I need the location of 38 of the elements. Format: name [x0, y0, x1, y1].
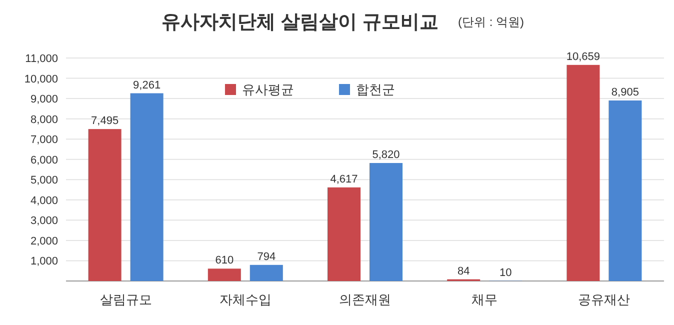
- legend-label: 합천군: [356, 82, 395, 97]
- data-label: 7,495: [91, 115, 119, 128]
- y-tick-label: 11,000: [25, 53, 58, 65]
- data-label: 4,617: [330, 173, 358, 186]
- bar: [608, 100, 642, 281]
- y-tick-label: 8,000: [30, 114, 58, 126]
- bar: [208, 268, 241, 281]
- legend-label: 유사평균: [242, 82, 294, 97]
- chart-title: 유사자치단체 살림살이 규모비교: [162, 12, 438, 33]
- data-label: 8,905: [611, 86, 639, 98]
- bar: [566, 64, 600, 281]
- bar: [370, 163, 402, 281]
- data-label: 10,659: [566, 50, 600, 63]
- y-tick-label: 5,000: [30, 174, 58, 187]
- y-tick-label: 2,000: [30, 235, 58, 248]
- data-label: 9,261: [133, 79, 161, 92]
- y-tick-label: 3,000: [30, 215, 58, 228]
- y-tick-label: 9,000: [30, 94, 58, 106]
- y-tick-label: 6,000: [30, 154, 58, 166]
- data-label: 610: [215, 254, 234, 267]
- data-label: 10: [499, 266, 512, 279]
- y-tick-label: 10,000: [24, 73, 58, 86]
- bar: [250, 264, 283, 281]
- data-label: 5,820: [372, 149, 400, 162]
- x-tick-label: 의존재원: [339, 292, 391, 307]
- x-tick-label: 살림규모: [100, 292, 152, 307]
- x-tick-label: 공유재산: [578, 292, 630, 307]
- chart-subtitle: (단위 : 억원): [458, 15, 524, 29]
- x-tick-label: 자체수입: [219, 292, 272, 307]
- bar: [130, 93, 164, 281]
- y-tick-label: 1,000: [30, 256, 58, 268]
- bar: [328, 187, 360, 281]
- y-tick-label: 7,000: [30, 134, 58, 146]
- bar: [88, 129, 122, 281]
- data-label: 84: [457, 265, 470, 278]
- x-tick-label: 채무: [472, 292, 498, 307]
- y-tick-label: 4,000: [30, 194, 58, 207]
- data-label: 794: [257, 250, 276, 263]
